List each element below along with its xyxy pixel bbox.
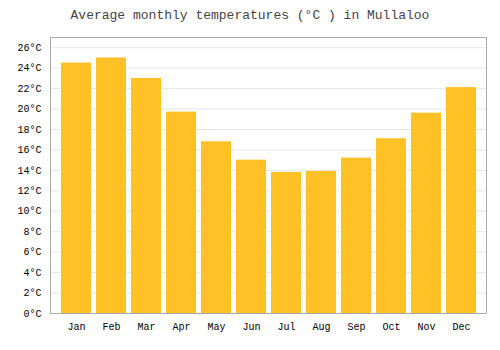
svg-text:Sep: Sep: [347, 322, 365, 333]
svg-text:26°C: 26°C: [17, 43, 41, 54]
svg-text:20°C: 20°C: [17, 104, 41, 115]
svg-text:Mar: Mar: [137, 322, 155, 333]
svg-text:22°C: 22°C: [17, 84, 41, 95]
svg-text:Jul: Jul: [277, 322, 295, 333]
svg-text:10°C: 10°C: [17, 206, 41, 217]
svg-text:18°C: 18°C: [17, 125, 41, 136]
svg-text:4°C: 4°C: [23, 268, 41, 279]
svg-text:6°C: 6°C: [23, 247, 41, 258]
svg-text:Oct: Oct: [382, 322, 400, 333]
svg-text:24°C: 24°C: [17, 63, 41, 74]
svg-text:2°C: 2°C: [23, 288, 41, 299]
svg-text:Nov: Nov: [417, 322, 435, 333]
svg-text:Feb: Feb: [102, 322, 120, 333]
svg-text:Jun: Jun: [242, 322, 260, 333]
svg-text:Dec: Dec: [452, 322, 470, 333]
svg-text:0°C: 0°C: [23, 309, 41, 320]
svg-text:Aug: Aug: [312, 322, 330, 333]
svg-text:12°C: 12°C: [17, 186, 41, 197]
svg-text:16°C: 16°C: [17, 145, 41, 156]
svg-text:Jan: Jan: [67, 322, 85, 333]
svg-text:May: May: [207, 322, 225, 333]
html-text:Average monthly temperatures (: Average monthly temperatures (°C ) in Mu…: [70, 8, 430, 23]
svg-text:14°C: 14°C: [17, 166, 41, 177]
svg-text:Apr: Apr: [172, 322, 190, 333]
svg-text:8°C: 8°C: [23, 227, 41, 238]
